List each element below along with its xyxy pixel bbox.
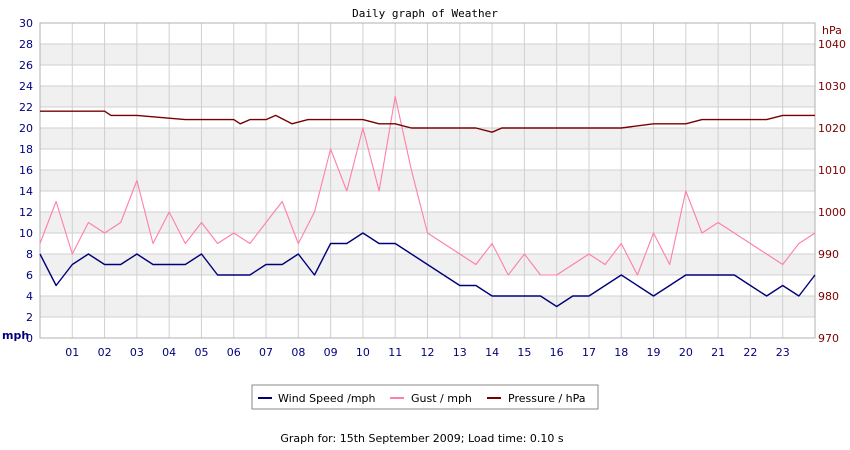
series-layer [39,95,816,308]
y-tick-label-right: 970 [818,332,839,345]
x-tick-label: 13 [453,346,467,359]
y-tick-label-left: 2 [26,311,33,324]
legend: Wind Speed /mph Gust / mph Pressure / hP… [251,384,599,410]
chart-title: Daily graph of Weather [352,7,498,20]
x-tick-label: 10 [356,346,370,359]
y-tick-label-left: 28 [19,38,33,51]
chart-footer: Graph for: 15th September 2009; Load tim… [280,432,564,445]
y-tick-label-right: 1030 [818,80,846,93]
x-tick-label: 18 [614,346,628,359]
y-tick-label-left: 12 [19,206,33,219]
x-tick-label: 19 [647,346,661,359]
x-tick-label: 14 [485,346,499,359]
x-tick-label: 21 [711,346,725,359]
x-tick-label: 15 [517,346,531,359]
plot-frame [39,22,816,339]
x-tick-label: 17 [582,346,596,359]
x-tick-label: 05 [194,346,208,359]
series-line-pressure [40,110,815,133]
x-tick-label: 23 [776,346,790,359]
y-tick-label-left: 18 [19,143,33,156]
x-tick-label: 06 [227,346,241,359]
x-tick-label: 04 [162,346,176,359]
y-tick-label-left: 20 [19,122,33,135]
legend-label-gust: Gust / mph [411,392,472,405]
x-tick-label: 20 [679,346,693,359]
y-tick-label-right: 1010 [818,164,846,177]
series-line-gust [39,95,816,276]
x-tick-label: 08 [291,346,305,359]
y-tick-label-right: 990 [818,248,839,261]
x-tick-label: 12 [421,346,435,359]
x-tick-label: 03 [130,346,144,359]
y-tick-label-right: 1020 [818,122,846,135]
y-tick-label-left: 10 [19,227,33,240]
y-tick-label-right: 1000 [818,206,846,219]
y-tick-label-left: 16 [19,164,33,177]
y-tick-label-left: 14 [19,185,33,198]
axis-ticks: 0246810121416182022242628309709809901000… [19,17,846,359]
y-axis-right-label: hPa [822,24,842,37]
x-tick-label: 09 [324,346,338,359]
y-tick-label-left: 6 [26,269,33,282]
y-tick-label-left: 22 [19,101,33,114]
legend-box [251,384,599,410]
y-tick-label-left: 4 [26,290,33,303]
y-tick-label-left: 26 [19,59,33,72]
x-tick-label: 11 [388,346,402,359]
x-tick-label: 01 [65,346,79,359]
y-tick-label-left: 30 [19,17,33,30]
y-tick-label-right: 980 [818,290,839,303]
legend-label-wind: Wind Speed /mph [278,392,376,405]
y-tick-label-left: 0 [26,332,33,345]
y-axis-left-label: mph [2,329,29,342]
x-tick-label: 02 [98,346,112,359]
x-tick-label: 07 [259,346,273,359]
x-tick-label: 16 [550,346,564,359]
y-tick-label-left: 8 [26,248,33,261]
y-tick-label-right: 1040 [818,38,846,51]
series-line-wind-speed [39,232,816,308]
x-tick-label: 22 [743,346,757,359]
legend-label-pressure: Pressure / hPa [508,392,586,405]
y-tick-label-left: 24 [19,80,33,93]
